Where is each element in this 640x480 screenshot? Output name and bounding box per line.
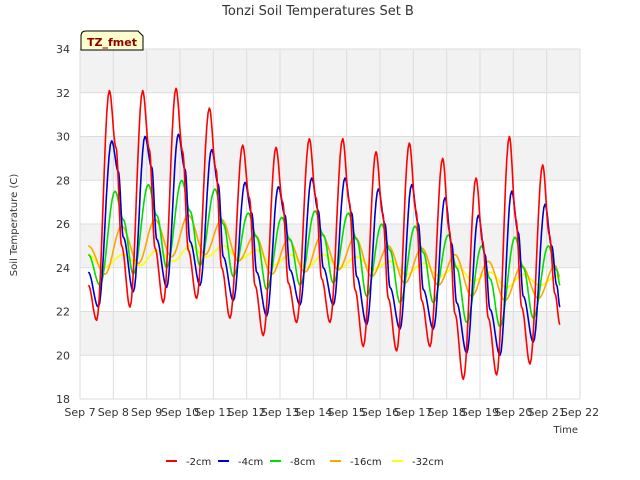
y-axis-label: Soil Temperature (C) <box>9 174 20 277</box>
y-axis-ticks: 18 20 22 24 26 28 30 32 34 <box>56 43 70 406</box>
legend-label: -16cm <box>350 457 382 468</box>
grid-lines <box>79 48 581 400</box>
series-lines <box>87 87 561 381</box>
plot-band <box>80 311 580 356</box>
legend-item: -8cm <box>270 457 315 468</box>
site-tag-label: TZ_fmet <box>87 36 137 49</box>
legend-item: -4cm <box>218 457 263 468</box>
y-tick-label: 30 <box>56 131 70 144</box>
legend-label: -32cm <box>412 457 444 468</box>
legend-item: -16cm <box>330 457 382 468</box>
x-tick-label: Sep 20 <box>494 406 532 419</box>
y-tick-label: 18 <box>56 393 70 406</box>
x-tick-label: Sep 21 <box>528 406 566 419</box>
x-tick-label: Sep 13 <box>261 406 299 419</box>
x-axis-label: Time <box>553 425 578 436</box>
x-tick-label: Sep 8 <box>98 406 129 419</box>
y-tick-label: 34 <box>56 43 70 56</box>
x-tick-label: Sep 7 <box>64 406 95 419</box>
y-tick-label: 32 <box>56 87 70 100</box>
plot-band <box>80 136 580 181</box>
legend-label: -8cm <box>290 457 315 468</box>
y-tick-label: 24 <box>56 262 70 275</box>
site-tag-box <box>80 30 144 51</box>
legend-label: -4cm <box>238 457 263 468</box>
y-tick-label: 28 <box>56 174 70 187</box>
legend-label: -2cm <box>186 457 211 468</box>
legend-item: -2cm <box>166 457 211 468</box>
series-line-16cmcm <box>87 214 561 302</box>
x-tick-label: Sep 18 <box>428 406 466 419</box>
x-tick-label: Sep 12 <box>228 406 266 419</box>
plot-band <box>80 49 580 93</box>
x-tick-label: Sep 17 <box>394 406 432 419</box>
x-tick-label: Sep 14 <box>294 406 332 419</box>
x-tick-label: Sep 10 <box>161 406 199 419</box>
y-tick-label: 26 <box>56 218 70 231</box>
x-tick-label: Sep 11 <box>194 406 232 419</box>
legend: -2cm -4cm -8cm -16cm -32cm <box>166 457 444 468</box>
x-tick-label: Sep 19 <box>461 406 499 419</box>
legend-item: -32cm <box>392 457 444 468</box>
x-tick-label: Sep 16 <box>361 406 399 419</box>
y-tick-label: 22 <box>56 306 70 319</box>
series-line-4cmcm <box>87 133 561 357</box>
y-tick-label: 20 <box>56 349 70 362</box>
x-tick-label: Sep 15 <box>328 406 366 419</box>
plot-band <box>80 224 580 268</box>
series-line-2cmcm <box>87 87 561 381</box>
x-tick-label: Sep 9 <box>131 406 162 419</box>
site-tag: TZ_fmet <box>80 30 144 51</box>
x-tick-label: Sep 22 <box>561 406 599 419</box>
chart-title: Tonzi Soil Temperatures Set B <box>221 4 414 19</box>
